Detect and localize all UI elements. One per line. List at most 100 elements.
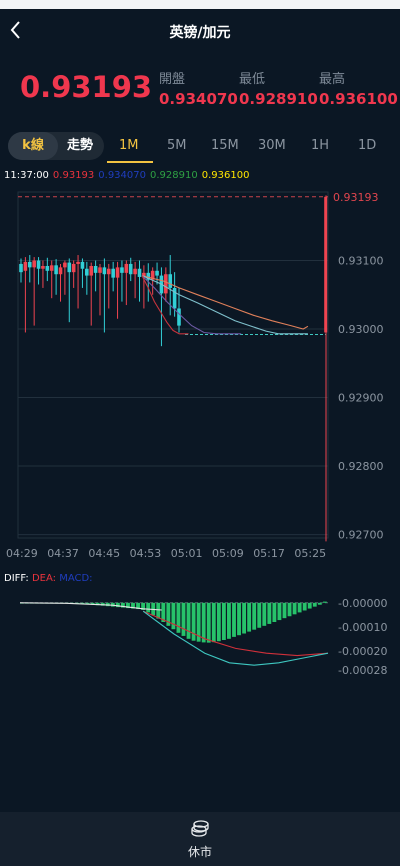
candle-body <box>49 265 54 271</box>
candle-body <box>124 263 129 273</box>
macd-legend-diff: DIFF: <box>4 573 29 584</box>
macd-y-tick-label: -0.00028 <box>338 664 387 677</box>
macd-histogram-bar <box>95 602 100 606</box>
x-tick-label: 05:17 <box>253 547 285 560</box>
back-button[interactable] <box>6 17 30 43</box>
candle-body <box>32 260 36 268</box>
macd-histogram-bar <box>262 602 267 626</box>
active-period-underline <box>107 161 153 163</box>
macd-y-tick-label: -0.00000 <box>338 597 387 610</box>
candle-body <box>150 270 155 280</box>
status-strip <box>0 0 400 9</box>
dea-line <box>142 610 329 657</box>
bottom-bar: 休市 <box>0 812 400 866</box>
chart-tabs: k線 走勢 1M 5M 15M 30M 1H 1D <box>0 130 400 164</box>
macd-histogram-bar <box>191 602 196 641</box>
tab-period-5m[interactable]: 5M <box>167 138 187 153</box>
diff-line <box>19 602 162 611</box>
macd-legend-dea: DEA: <box>31 573 56 584</box>
candle-body <box>85 268 89 276</box>
high-value: 0.936100 <box>319 90 398 108</box>
macd-histogram-bar <box>242 602 247 634</box>
x-tick-label: 04:53 <box>130 547 162 560</box>
current-price: 0.93193 <box>20 70 153 104</box>
legend-time: 11:37:00 <box>4 170 49 181</box>
moving-average-line <box>141 275 242 335</box>
coins-icon <box>191 820 209 837</box>
macd-line <box>142 610 329 666</box>
candle-body <box>36 260 41 269</box>
macd-histogram-bar <box>232 602 236 637</box>
macd-y-tick-label: -0.00010 <box>338 621 387 634</box>
page-header: 英镑/加元 <box>0 9 400 51</box>
low-label: 最低 <box>239 72 266 87</box>
macd-histogram-bar <box>75 602 80 604</box>
candle-body <box>27 261 32 268</box>
macd-histogram-bar <box>80 602 85 604</box>
candle-body <box>128 263 133 275</box>
candlestick-chart[interactable]: 0.93100 0.93000 0.92900 0.92800 0.92700 04:29… <box>0 182 400 562</box>
tab-period-1h[interactable]: 1H <box>311 138 330 153</box>
high-stat: 最高 0.936100 <box>319 68 398 108</box>
macd-histogram-bar <box>287 602 292 617</box>
candle-body <box>19 263 23 273</box>
macd-histogram-bar <box>277 602 282 621</box>
page-title: 英镑/加元 <box>169 25 231 41</box>
tab-trend[interactable]: 走勢 <box>66 138 93 153</box>
legend-low: 0.928910 <box>150 170 198 181</box>
candle-body <box>45 265 50 271</box>
high-label: 最高 <box>319 72 346 87</box>
candle-body <box>115 267 120 278</box>
market-closed-button[interactable]: 休市 <box>187 845 212 859</box>
macd-histogram-bar <box>131 602 135 609</box>
macd-histogram-bar <box>90 602 95 605</box>
macd-histogram-bar <box>227 602 231 639</box>
candle-body <box>172 287 177 309</box>
macd-histogram-bar <box>252 602 257 630</box>
macd-histogram-bar <box>161 602 166 622</box>
current-price-label: 0.93193 <box>333 191 379 204</box>
x-tick-label: 04:45 <box>88 547 120 560</box>
macd-histogram-bar <box>322 601 327 603</box>
tab-period-30m[interactable]: 30M <box>258 138 286 153</box>
macd-histogram-bar <box>166 602 171 626</box>
candle-body <box>146 272 151 280</box>
candle-body <box>177 308 181 326</box>
candle-body <box>71 263 76 273</box>
macd-histogram-bar <box>257 602 262 628</box>
candle-body <box>67 262 72 273</box>
macd-histogram-bar <box>186 602 191 639</box>
macd-histogram-bar <box>100 602 105 606</box>
tab-period-1d[interactable]: 1D <box>358 138 377 153</box>
tab-period-15m[interactable]: 15M <box>211 138 239 153</box>
macd-histogram-bar <box>126 602 130 609</box>
ohlc-legend: 11:37:00 0.93193 0.934070 0.928910 0.936100 <box>4 170 253 181</box>
macd-histogram-bar <box>141 602 146 610</box>
candle-body <box>58 267 63 275</box>
chart-mode-toggle: k線 走勢 <box>8 132 104 160</box>
x-tick-label: 05:09 <box>212 547 244 560</box>
x-tick-label: 05:01 <box>171 547 203 560</box>
candle-body <box>80 261 85 269</box>
legend-close: 0.93193 <box>52 170 95 181</box>
y-tick-label: 0.92800 <box>338 460 384 473</box>
candle-body <box>155 270 159 276</box>
candle-body <box>23 261 28 271</box>
macd-histogram-bar <box>267 602 272 624</box>
macd-histogram-bar <box>171 602 176 630</box>
moving-average-line <box>141 275 189 335</box>
macd-legend-macd: MACD: <box>59 573 93 584</box>
macd-histogram-bar <box>206 602 211 643</box>
macd-histogram-bar <box>115 602 120 608</box>
candle-body <box>89 265 94 276</box>
macd-chart[interactable]: -0.00000 -0.00010 -0.00020 -0.00028 <box>0 586 400 696</box>
open-label: 開盤 <box>159 72 186 87</box>
macd-histogram-bar <box>282 602 287 619</box>
y-tick-label: 0.92700 <box>338 529 384 542</box>
macd-histogram-bar <box>302 602 307 611</box>
tab-period-1m[interactable]: 1M <box>119 138 139 153</box>
macd-histogram-bar <box>196 602 201 642</box>
tab-kline[interactable]: k線 <box>8 132 58 160</box>
macd-y-tick-label: -0.00020 <box>338 645 387 658</box>
macd-histogram-bar <box>312 602 317 607</box>
